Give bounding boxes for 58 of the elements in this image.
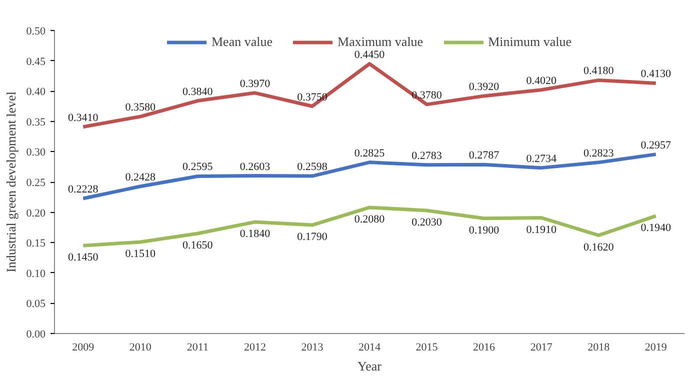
data-label: 0.4020 [526, 74, 557, 87]
data-label: 0.4130 [640, 68, 672, 80]
x-tick-label: 2013 [301, 342, 324, 354]
y-tick-label: 0.40 [26, 86, 46, 98]
data-label: 0.4180 [583, 65, 614, 78]
x-tick-label: 2015 [416, 342, 438, 354]
data-label: 0.2080 [354, 213, 386, 226]
y-axis-title: Industrial green development level [3, 91, 18, 272]
y-tick-label: 0.50 [26, 26, 46, 38]
legend-label: Maximum value [338, 34, 424, 50]
data-label: 0.2030 [412, 216, 442, 228]
data-label: 0.4450 [354, 48, 386, 61]
data-label: 0.1650 [182, 240, 214, 252]
data-label: 0.3580 [125, 102, 156, 114]
data-label: 0.3920 [468, 80, 500, 93]
data-label: 0.2598 [297, 161, 328, 174]
x-tick-label: 2019 [644, 342, 668, 354]
data-label: 0.3840 [182, 86, 214, 98]
data-label: 0.1510 [125, 248, 156, 260]
data-label: 0.1940 [640, 222, 672, 234]
x-tick-label: 2012 [244, 342, 266, 354]
y-tick-label: 0.15 [26, 238, 46, 250]
y-tick-label: 0.00 [26, 328, 46, 340]
data-label: 0.1900 [468, 224, 500, 236]
data-label: 0.2228 [68, 183, 99, 196]
data-label: 0.2957 [640, 139, 672, 152]
data-label: 0.1450 [68, 252, 99, 264]
x-tick-label: 2010 [129, 342, 152, 354]
data-label: 0.2825 [354, 147, 386, 160]
x-tick-label: 2018 [588, 342, 610, 354]
data-label: 0.3410 [68, 112, 99, 124]
data-label: 0.1620 [583, 241, 614, 254]
data-label: 0.2595 [182, 161, 214, 174]
data-label: 0.2428 [125, 171, 156, 184]
data-label: 0.2783 [412, 150, 442, 162]
x-tick-label: 2011 [186, 342, 208, 354]
data-label: 0.2603 [240, 160, 271, 173]
y-tick-label: 0.30 [26, 146, 46, 159]
x-tick-label: 2014 [358, 342, 381, 354]
y-tick-label: 0.35 [26, 116, 46, 128]
y-tick-label: 0.25 [26, 177, 46, 189]
legend-label: Minimum value [488, 34, 572, 50]
data-label: 0.1840 [240, 228, 271, 240]
y-tick-label: 0.45 [26, 56, 46, 68]
x-tick-label: 2017 [530, 342, 553, 354]
data-label: 0.1910 [526, 224, 557, 236]
data-label: 0.2823 [583, 147, 614, 160]
x-tick-label: 2009 [72, 342, 95, 354]
y-tick-label: 0.05 [26, 298, 46, 310]
legend-label: Mean value [211, 34, 273, 50]
x-axis-title: Year [358, 358, 382, 374]
y-tick-label: 0.10 [26, 268, 46, 280]
x-tick-label: 2016 [473, 342, 496, 354]
data-label: 0.3970 [240, 78, 271, 90]
data-label: 0.1790 [297, 231, 328, 244]
data-label: 0.2734 [526, 152, 557, 165]
y-tick-label: 0.20 [26, 207, 46, 220]
data-label: 0.2787 [468, 150, 500, 162]
